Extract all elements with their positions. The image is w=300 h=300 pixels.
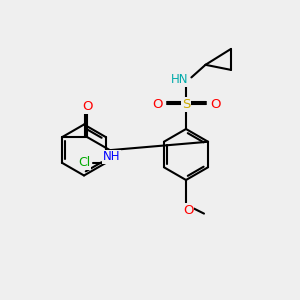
Text: O: O (210, 98, 220, 111)
Text: O: O (82, 100, 93, 113)
Text: S: S (182, 98, 190, 111)
Text: O: O (183, 203, 194, 217)
Text: Cl: Cl (78, 156, 90, 169)
Text: NH: NH (103, 150, 120, 163)
Text: HN: HN (171, 73, 188, 86)
Text: O: O (152, 98, 163, 111)
